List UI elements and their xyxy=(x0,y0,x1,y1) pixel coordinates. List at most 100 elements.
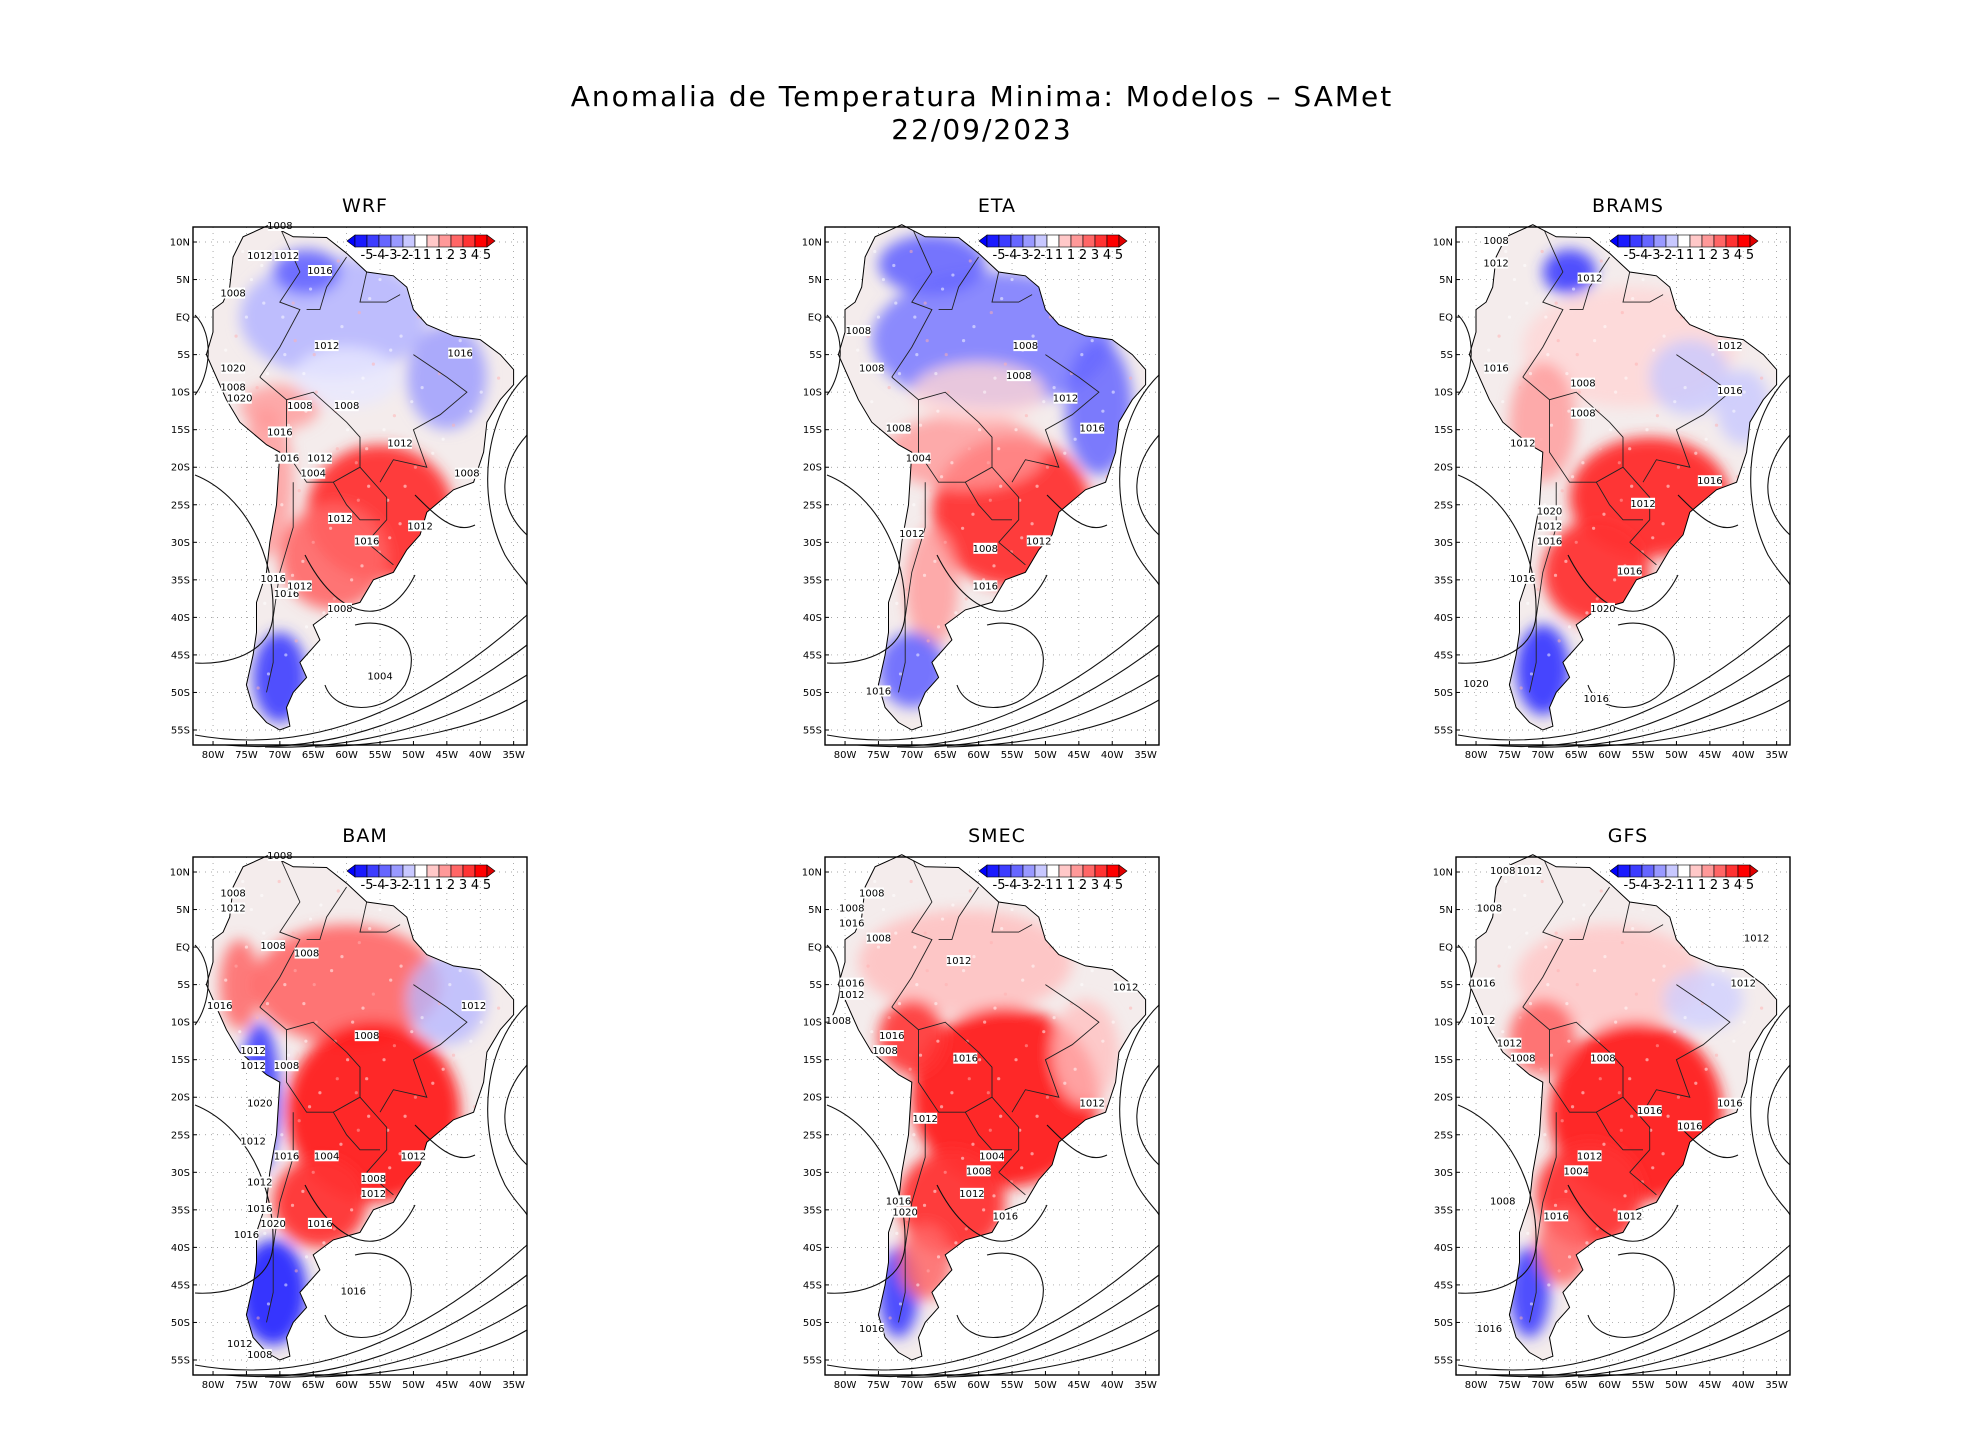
colorbar-upper-arrow xyxy=(1749,864,1759,878)
anomaly-speckle xyxy=(360,564,364,568)
isobar-line xyxy=(1750,374,1791,586)
anomaly-speckle xyxy=(1655,414,1659,418)
colorbar-swatch xyxy=(1034,864,1048,878)
colorbar-swatch xyxy=(474,234,488,248)
lat-label: 35S xyxy=(803,575,822,586)
anomaly-speckle xyxy=(431,1081,435,1085)
isobars xyxy=(1457,314,1791,748)
lon-label: 50W xyxy=(1034,750,1057,761)
anomaly-speckle xyxy=(983,1020,987,1024)
anomaly-speckle xyxy=(1497,334,1501,338)
isobar-label: 1012 xyxy=(912,1112,938,1125)
isobar-label-bg xyxy=(221,887,246,899)
isobar-label: 1008 xyxy=(1490,865,1515,877)
colorbar-swatch xyxy=(1665,864,1679,878)
border-line xyxy=(998,1171,1026,1196)
anomaly-speckle xyxy=(999,484,1003,488)
colorbar-upper-arrow xyxy=(486,234,496,248)
isobar-label: 1008 xyxy=(1006,370,1031,382)
anomaly-speckle xyxy=(1540,249,1544,254)
isobar-label-bg xyxy=(906,452,931,464)
anomaly-speckle xyxy=(1129,1006,1133,1010)
isobar-label-bg xyxy=(1570,377,1595,389)
colorbar-label: 2 xyxy=(1079,248,1087,263)
isobar-value: 1016 xyxy=(1470,979,1495,990)
isobar-value: 1016 xyxy=(307,1219,332,1230)
anomaly-speckle xyxy=(940,287,945,291)
isobar-value: 1016 xyxy=(973,581,998,592)
anomaly-speckle xyxy=(291,931,295,935)
lat-label: 50S xyxy=(1434,1318,1453,1329)
colorbar-swatch xyxy=(438,234,452,248)
anomaly-speckle xyxy=(1683,386,1687,390)
isobar-value: 1016 xyxy=(354,536,379,547)
isobar-label-bg xyxy=(826,1015,851,1027)
anomaly-speckle xyxy=(909,249,913,254)
anomaly-speckle xyxy=(944,353,948,357)
colorbar-label: 1 xyxy=(1055,248,1063,263)
isobar-label: 1012 xyxy=(1630,497,1656,510)
isobar-value: 1012 xyxy=(327,514,352,525)
isobar-label: 1008 xyxy=(1570,377,1596,390)
lon-label: 80W xyxy=(202,1380,225,1391)
map-frame xyxy=(1455,226,1791,746)
isobar-value: 1016 xyxy=(267,427,292,438)
anomaly-speckle xyxy=(263,601,267,605)
anomaly-speckle xyxy=(1045,1095,1050,1099)
isobar-label: 1012 xyxy=(227,1337,252,1350)
anomaly-speckle xyxy=(1711,353,1715,357)
panel-eta: ETA 1008 1008 1008 1008 1012 1016 1008 1004 1012… xyxy=(787,195,1207,785)
anomaly-speckle xyxy=(332,1227,336,1231)
isobar-label-bg xyxy=(1717,340,1742,352)
isobar-label: 1008 xyxy=(260,940,286,952)
isobar-value: 1004 xyxy=(906,454,931,465)
anomaly-speckle xyxy=(1651,536,1655,540)
anomaly-speckle xyxy=(351,390,355,394)
isobar-label-bg xyxy=(334,400,359,412)
isobar-label: 1012 xyxy=(1497,1037,1522,1050)
anomaly-speckle xyxy=(276,437,280,441)
anomaly-speckle xyxy=(441,437,445,441)
isobar-label: 1008 xyxy=(966,1165,991,1177)
lat-label: 10N xyxy=(1433,868,1453,879)
anomaly-speckle xyxy=(365,447,369,451)
isobar-label: 1012 xyxy=(247,1176,273,1189)
anomaly-speckle xyxy=(856,348,860,352)
colorbar-label: 3 xyxy=(1091,248,1099,263)
isobar-value: 1012 xyxy=(1053,394,1078,405)
isobar-label: 1016 xyxy=(1477,1322,1502,1335)
isobar-label-bg xyxy=(461,1000,486,1012)
anomaly-speckle xyxy=(413,465,418,469)
anomaly-speckle xyxy=(301,559,305,563)
isobar-label: 1012 xyxy=(461,1000,486,1012)
anomaly-speckle xyxy=(1676,1095,1681,1099)
anomaly-speckle xyxy=(989,310,993,315)
anomaly-speckle xyxy=(354,1091,358,1095)
isobar-label: 1012 xyxy=(1537,520,1562,532)
colorbar-label: 1 xyxy=(1067,878,1075,893)
anomaly-speckle xyxy=(926,639,930,643)
anomaly-speckle xyxy=(894,301,898,305)
isobar-label: 1020 xyxy=(1463,677,1489,690)
isobar-value: 1012 xyxy=(1510,439,1535,450)
isobar-label-bg xyxy=(1080,422,1105,434)
lat-label: 10N xyxy=(802,868,822,879)
anomaly-speckle xyxy=(284,653,288,657)
isobar-label: 1016 xyxy=(274,452,299,465)
panel-title: BRAMS xyxy=(1592,195,1664,217)
colorbar-label: -4 xyxy=(373,248,386,263)
anomaly-region xyxy=(1542,519,1650,625)
border-line xyxy=(1629,1171,1657,1196)
isobar-value: 1012 xyxy=(287,581,312,592)
anomaly-speckle xyxy=(918,1053,923,1057)
anomaly-speckle xyxy=(410,400,414,404)
anomaly-speckle xyxy=(1553,1203,1558,1207)
isobar-label-bg xyxy=(879,1030,904,1042)
lat-label: 55S xyxy=(803,1355,822,1366)
anomaly-speckle xyxy=(1617,461,1621,465)
anomaly-speckle xyxy=(978,1058,982,1062)
colorbar-label: 4 xyxy=(471,878,479,893)
colorbar-upper-arrow xyxy=(486,864,496,878)
isobar-label: 1016 xyxy=(1677,1120,1703,1132)
lon-label: 70W xyxy=(901,750,924,761)
